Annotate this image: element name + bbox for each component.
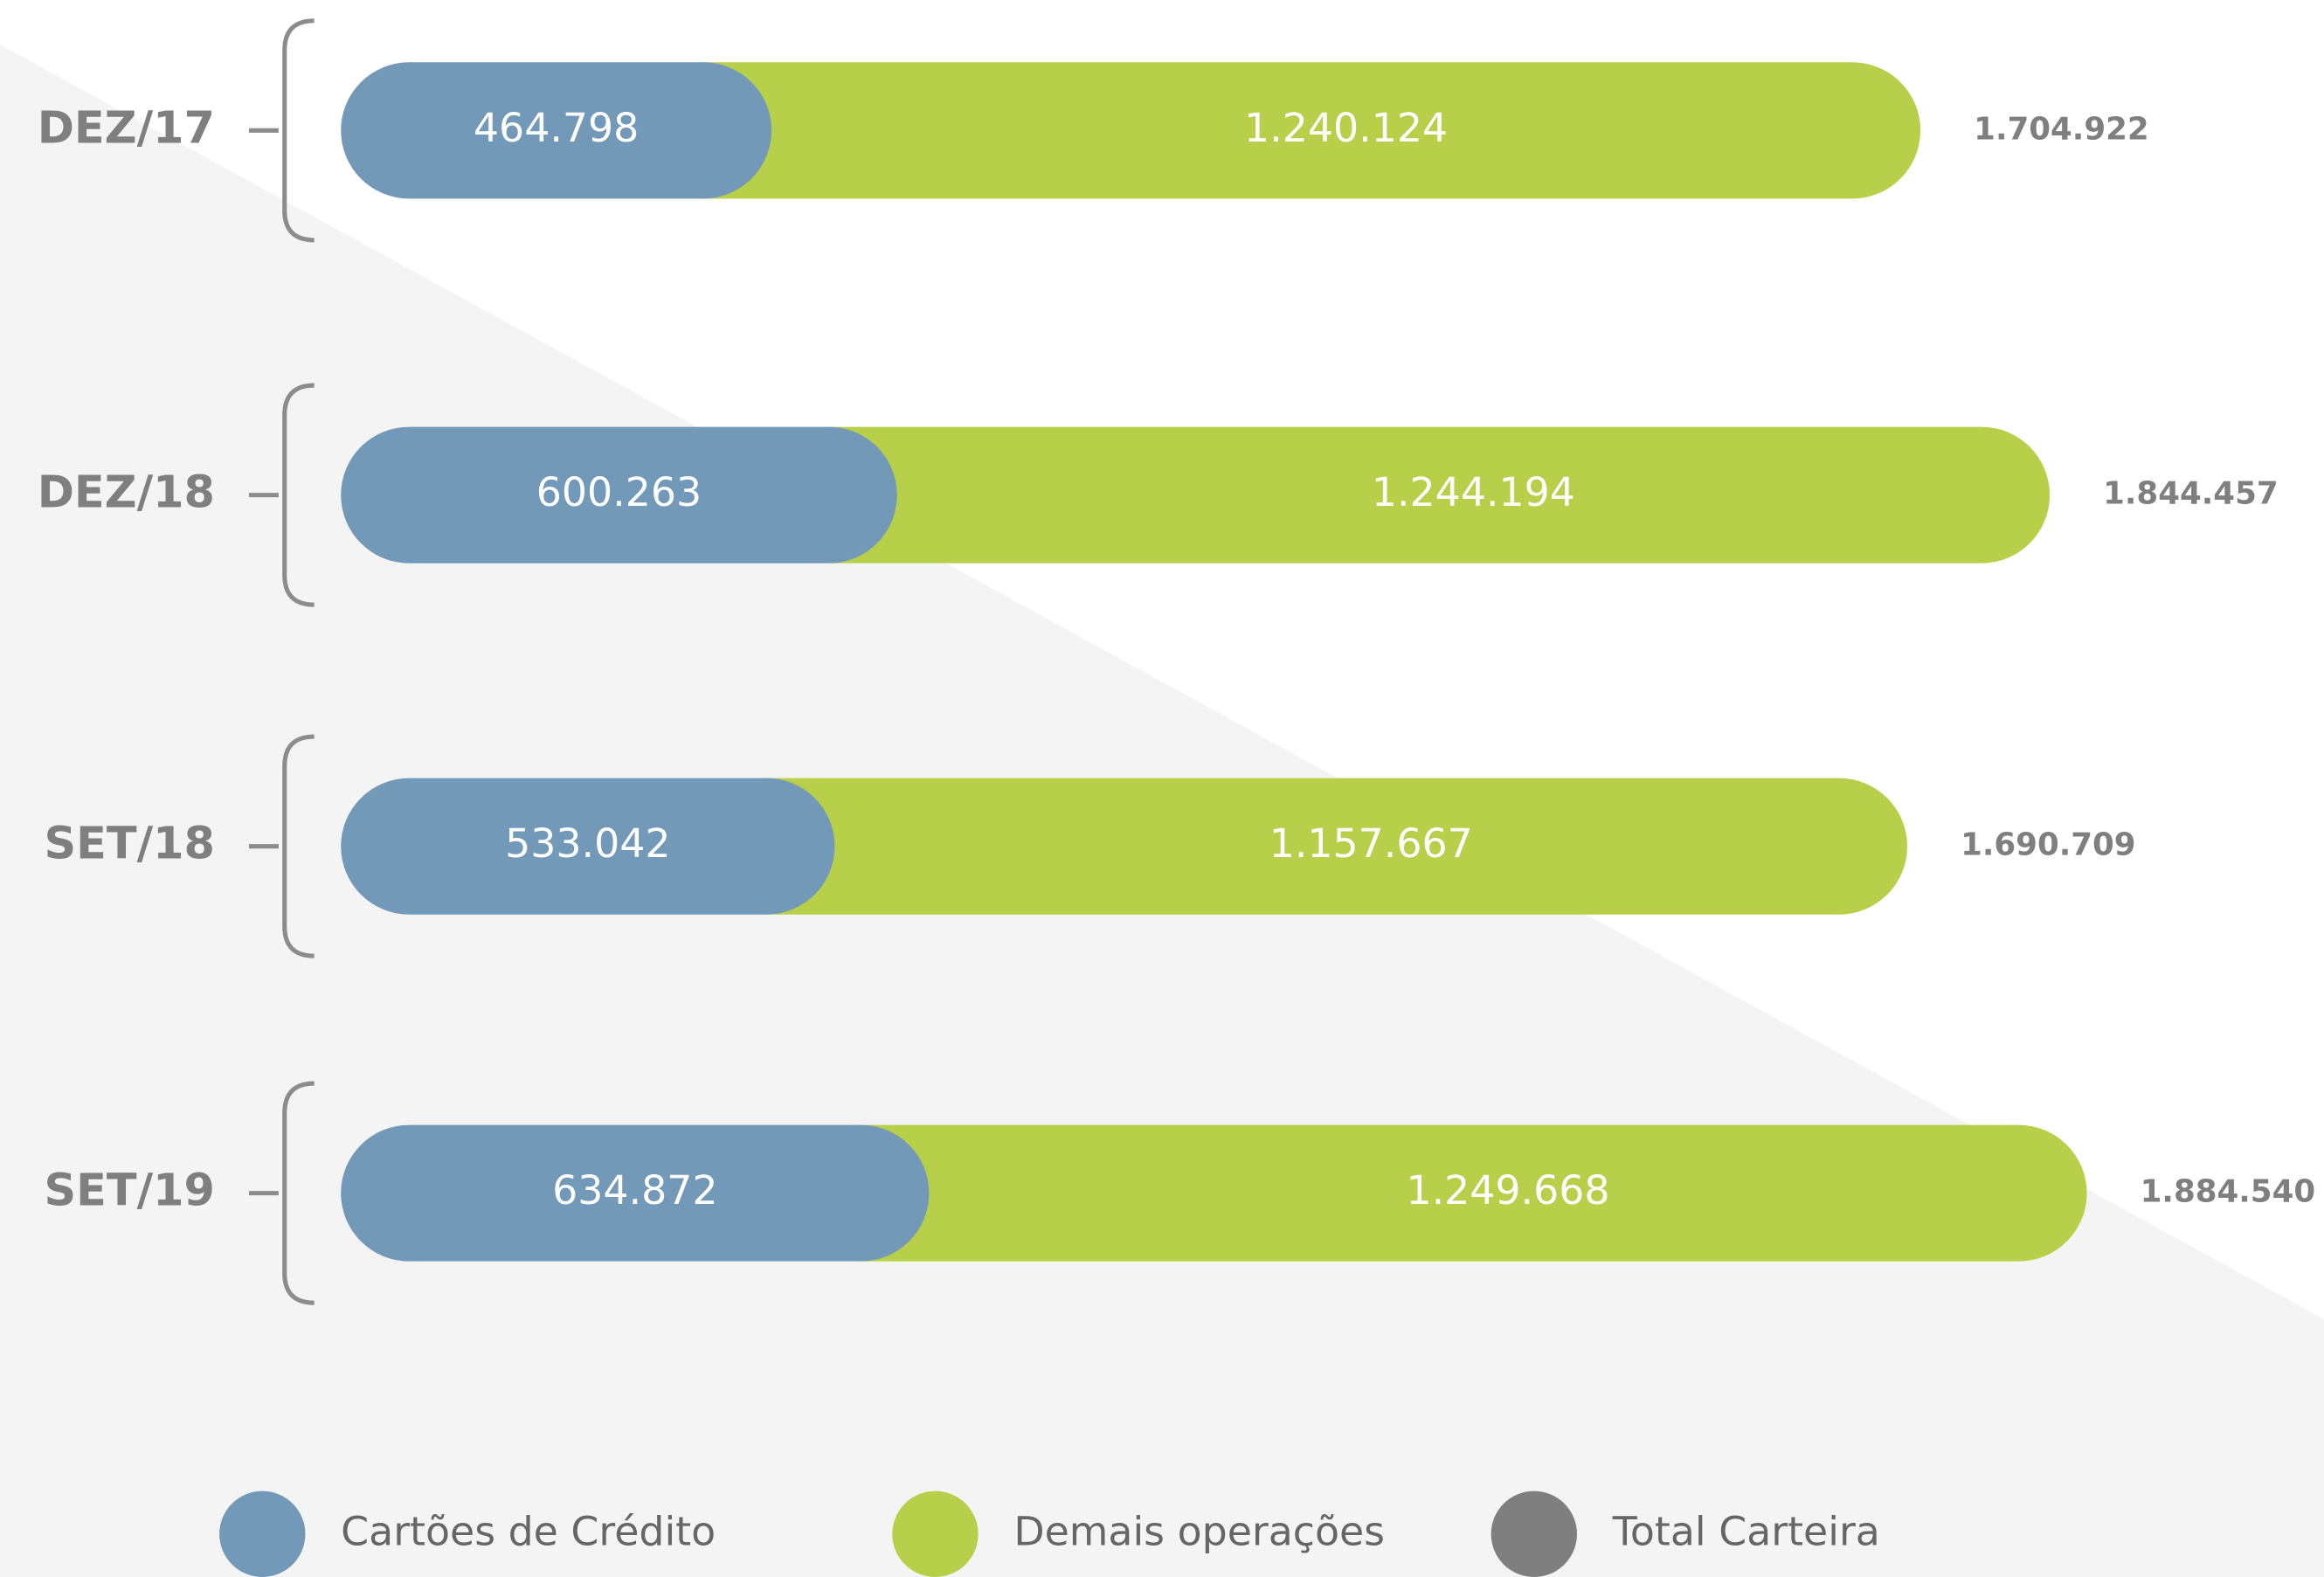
- legend-swatch: [892, 1491, 979, 1577]
- bar-segment: [341, 62, 772, 199]
- value-label: 1.157.667: [1269, 820, 1473, 867]
- value-label: 1.244.194: [1372, 468, 1575, 515]
- bar-segment: [634, 62, 1921, 199]
- value-label: 1.249.668: [1406, 1166, 1609, 1214]
- value-label: 1.240.124: [1244, 104, 1448, 151]
- category-label: SET/18: [44, 819, 214, 870]
- legend-swatch: [219, 1491, 306, 1577]
- bar-segment: [760, 426, 2051, 564]
- total-label: 1.690.709: [1961, 827, 2136, 863]
- category-label: SET/19: [44, 1165, 214, 1217]
- total-label: 1.884.540: [2141, 1174, 2316, 1210]
- bar-segment: [341, 426, 897, 564]
- legend-label: Cartões de Crédito: [341, 1507, 716, 1554]
- bar-segment: [341, 1124, 930, 1262]
- value-label: 533.042: [505, 820, 670, 867]
- legend-label: Total Carteira: [1612, 1507, 1880, 1554]
- total-label: 1.844.457: [2103, 476, 2278, 512]
- bar-segment: [698, 778, 1908, 915]
- bar-segment: [341, 778, 835, 915]
- legend-swatch: [1491, 1491, 1577, 1577]
- bracket: [282, 734, 315, 958]
- value-label: 464.798: [474, 104, 639, 151]
- bar-segment: [792, 1124, 2087, 1262]
- bracket: [282, 18, 315, 243]
- category-label: DEZ/18: [38, 467, 215, 519]
- legend-label: Demais operações: [1013, 1507, 1385, 1554]
- value-label: 600.263: [536, 468, 702, 515]
- total-label: 1.704.922: [1974, 111, 2149, 147]
- category-label: DEZ/17: [38, 102, 215, 154]
- bracket: [282, 383, 315, 607]
- bracket: [282, 1081, 315, 1305]
- value-label: 634.872: [552, 1166, 717, 1214]
